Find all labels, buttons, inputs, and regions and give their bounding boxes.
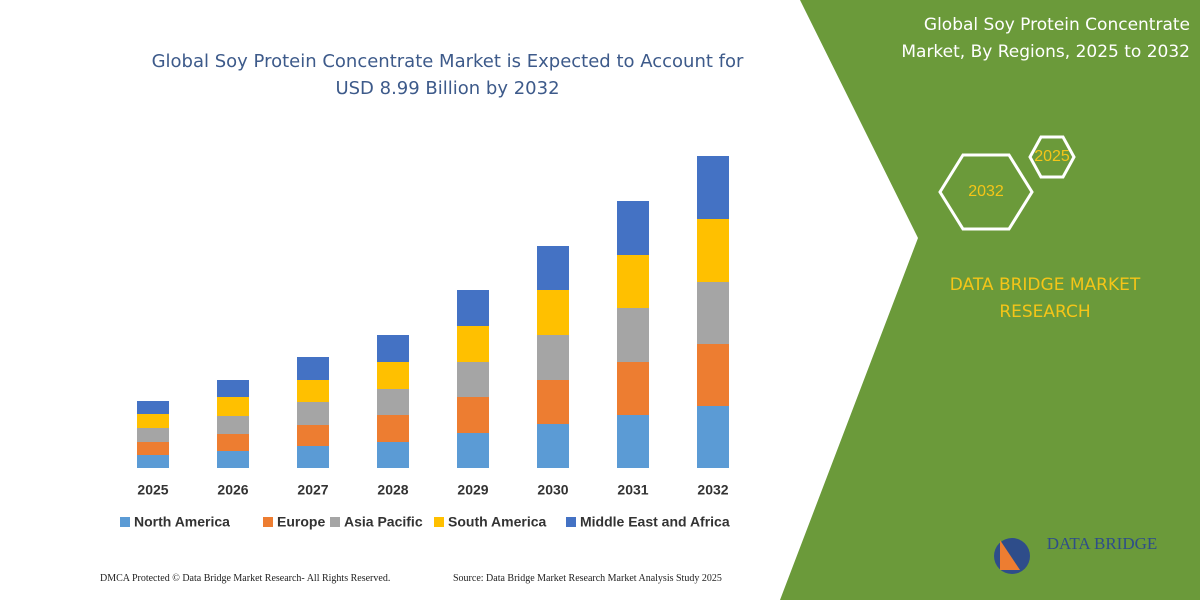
legend-swatch (263, 517, 273, 527)
logo-icon (1000, 540, 1020, 570)
bar-segment (617, 308, 649, 362)
bar-segment (137, 455, 169, 468)
x-tick-label: 2031 (617, 482, 648, 498)
legend-label: North America (134, 514, 230, 530)
legend-label: South America (448, 514, 546, 530)
bar-segment (697, 282, 729, 344)
legend-swatch (330, 517, 340, 527)
x-tick-label: 2028 (377, 482, 408, 498)
legend-label: Middle East and Africa (580, 514, 730, 530)
x-tick-label: 2027 (297, 482, 328, 498)
footer-left: DMCA Protected © Data Bridge Market Rese… (100, 573, 391, 584)
footer-right: Source: Data Bridge Market Research Mark… (453, 573, 722, 584)
bar-segment (617, 201, 649, 255)
bar-segment (377, 362, 409, 389)
bar-segment (297, 380, 329, 402)
bar-segment (137, 442, 169, 455)
bar-segment (537, 380, 569, 424)
bar-segment (537, 424, 569, 468)
bar-segment (137, 401, 169, 414)
panel-title: Global Soy Protein Concentrate Market, B… (901, 15, 1190, 62)
bar-segment (217, 434, 249, 451)
bar-segment (297, 402, 329, 425)
x-tick-label: 2026 (217, 482, 248, 498)
brand: DATA BRIDGE MARKET RESEARCH (949, 275, 1141, 322)
logo-text: DATA BRIDGE (1047, 534, 1158, 553)
hexagon (1028, 135, 1076, 179)
x-tick-label: 2032 (697, 482, 728, 498)
bar-segment (217, 397, 249, 416)
bar-segment (137, 428, 169, 442)
side-panel (780, 0, 1200, 600)
bar-segment (617, 362, 649, 415)
legend-swatch (120, 517, 130, 527)
bar-segment (377, 389, 409, 415)
bar-segment (137, 414, 169, 428)
chart-title: Global Soy Protein Concentrate Market is… (151, 51, 744, 99)
bar-segment (377, 335, 409, 362)
bar-segment (377, 415, 409, 442)
hexagon-label: 2032 (968, 183, 1004, 200)
legend-label: Asia Pacific (344, 514, 423, 530)
bar-segment (697, 406, 729, 468)
bar-segment (537, 290, 569, 335)
bar-segment (457, 290, 489, 326)
bar-segment (697, 344, 729, 406)
bar-segment (537, 246, 569, 290)
bar-segment (617, 415, 649, 468)
legend-swatch (566, 517, 576, 527)
bar-segment (697, 156, 729, 219)
bar-segment (217, 416, 249, 434)
bar-segment (537, 335, 569, 380)
bar-segment (297, 357, 329, 380)
bar-segment (457, 362, 489, 397)
bar-segment (377, 442, 409, 468)
bar-segment (297, 446, 329, 468)
legend-label: Europe (277, 514, 325, 530)
hexagon-label: 2025 (1034, 148, 1070, 165)
x-tick-label: 2029 (457, 482, 488, 498)
bar-segment (217, 451, 249, 468)
bar-segment (617, 255, 649, 308)
legend-swatch (434, 517, 444, 527)
bar-segment (457, 326, 489, 362)
bar-segment (457, 433, 489, 468)
bar-segment (217, 380, 249, 397)
bar-segment (697, 219, 729, 282)
bar-segment (457, 397, 489, 433)
x-tick-label: 2025 (137, 482, 168, 498)
bar-segment (297, 425, 329, 446)
hexagon (938, 153, 1034, 231)
x-tick-label: 2030 (537, 482, 568, 498)
